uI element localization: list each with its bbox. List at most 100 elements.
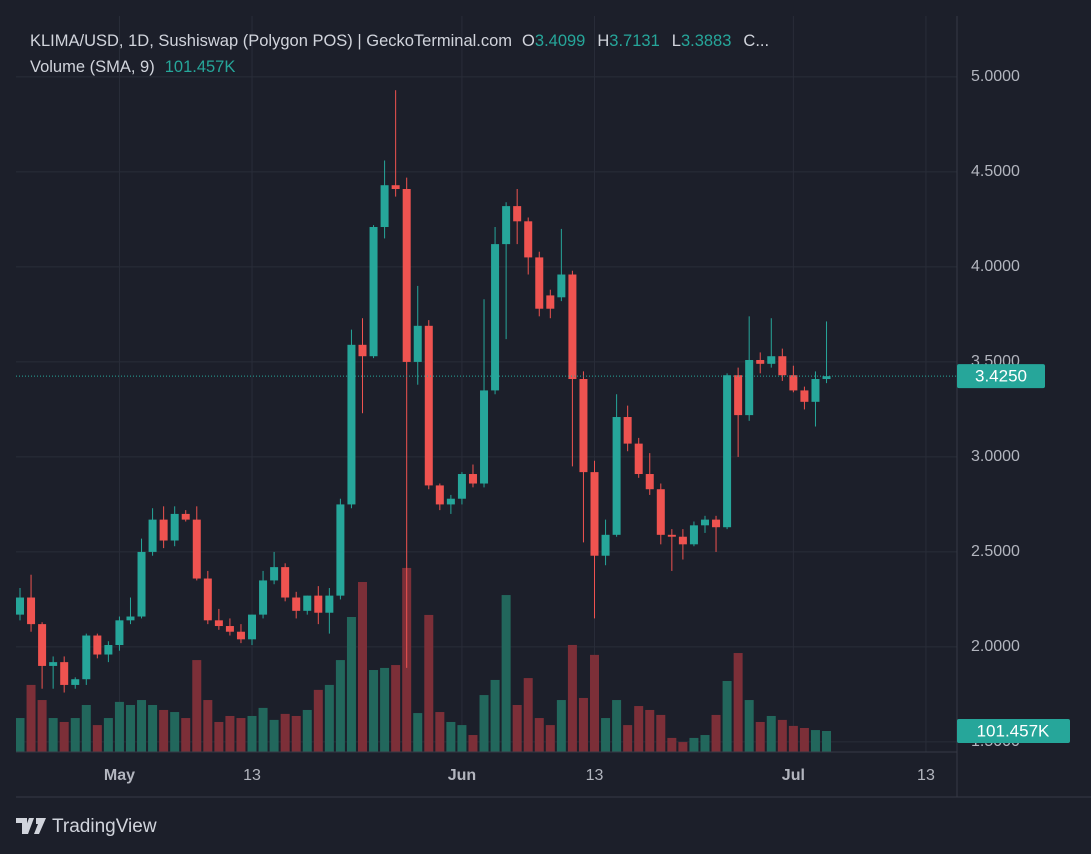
last-volume-box bbox=[957, 718, 1070, 743]
volume-bar bbox=[324, 684, 334, 752]
x-tick-label: 13 bbox=[243, 767, 261, 784]
x-tick-label: 13 bbox=[586, 767, 604, 784]
candle-body bbox=[590, 472, 599, 556]
candle-body bbox=[745, 360, 754, 416]
volume-bar bbox=[689, 737, 699, 752]
volume-bar bbox=[534, 718, 544, 752]
candle-body bbox=[336, 504, 345, 596]
volume-bar bbox=[755, 721, 765, 752]
candle-body bbox=[270, 567, 279, 581]
last-volume-label: 101.457K bbox=[977, 721, 1050, 740]
volume-bar bbox=[48, 718, 58, 752]
candle-body bbox=[314, 595, 323, 613]
volume-bar bbox=[788, 725, 798, 752]
axes: 1.50002.00002.50003.00003.50004.00004.50… bbox=[104, 68, 1070, 784]
candle-body bbox=[38, 624, 47, 666]
volume-bar bbox=[114, 701, 124, 752]
candle-body bbox=[535, 257, 544, 309]
last-price-label: 3.4250 bbox=[975, 367, 1027, 386]
x-tick-label: Jun bbox=[448, 767, 476, 784]
volume-bar bbox=[236, 718, 246, 752]
candle-body bbox=[137, 551, 146, 617]
candle-body bbox=[524, 221, 533, 258]
volume-bar bbox=[656, 714, 666, 752]
volume-bar bbox=[490, 679, 500, 752]
volume-bar bbox=[170, 712, 180, 752]
candle-body bbox=[579, 379, 588, 473]
volume-bar bbox=[678, 742, 688, 752]
y-tick-label: 2.5000 bbox=[971, 543, 1020, 560]
volume-legend: Volume (SMA, 9) 101.457K bbox=[30, 58, 235, 76]
candle-body bbox=[568, 274, 577, 380]
candle-body bbox=[800, 390, 809, 402]
candle-body bbox=[148, 519, 157, 552]
volume-bar bbox=[335, 660, 345, 752]
volume-bar bbox=[16, 718, 25, 752]
candle-body bbox=[71, 679, 80, 685]
candle-body bbox=[115, 620, 124, 646]
candle-body bbox=[358, 344, 367, 357]
candle-body bbox=[60, 662, 69, 685]
candle-body bbox=[236, 631, 245, 640]
candle-body bbox=[468, 474, 477, 484]
volume-bar bbox=[810, 730, 820, 752]
candle-body bbox=[623, 417, 632, 444]
volume-bar bbox=[501, 595, 511, 752]
y-tick-label: 5.0000 bbox=[971, 68, 1020, 85]
volume-bar bbox=[380, 667, 390, 752]
volume-bar bbox=[623, 725, 633, 752]
candle-body bbox=[225, 626, 234, 632]
volume-bar bbox=[590, 654, 600, 752]
candle-body bbox=[667, 534, 676, 537]
candle-body bbox=[712, 519, 721, 528]
candle-body bbox=[303, 595, 312, 611]
candle-body bbox=[767, 356, 776, 364]
x-tick-label: 13 bbox=[917, 767, 935, 784]
candle-body bbox=[214, 620, 223, 627]
candle-body bbox=[16, 597, 24, 615]
candle-body bbox=[656, 489, 665, 535]
volume-bar bbox=[291, 715, 301, 752]
plot-area bbox=[16, 90, 957, 752]
candle-body bbox=[700, 519, 709, 526]
volume-bar bbox=[148, 704, 158, 752]
candle-body bbox=[170, 513, 179, 541]
volume-bar bbox=[512, 704, 522, 752]
candle-body bbox=[402, 189, 411, 362]
brand-logo: TradingView bbox=[16, 816, 157, 837]
x-tick-label: May bbox=[104, 767, 135, 784]
legend-open: 3.4099 bbox=[535, 32, 585, 50]
candle-body bbox=[502, 206, 511, 245]
candle-body bbox=[292, 597, 301, 611]
candle-body bbox=[689, 525, 698, 545]
candle-body bbox=[104, 645, 113, 655]
y-tick-label: 4.5000 bbox=[971, 163, 1020, 180]
candle-body bbox=[822, 376, 831, 380]
volume-bar bbox=[556, 700, 566, 752]
candle-body bbox=[778, 356, 787, 376]
candle-body bbox=[734, 375, 743, 416]
volume-bar bbox=[81, 704, 91, 752]
volume-bar bbox=[26, 684, 36, 752]
candle-body bbox=[612, 417, 621, 535]
last-price-box bbox=[957, 364, 1045, 389]
legend-title: KLIMA/USD, 1D, Sushiswap (Polygon POS) |… bbox=[30, 32, 512, 50]
volume-bar bbox=[70, 718, 80, 752]
candle-body bbox=[259, 580, 268, 615]
candle-body bbox=[424, 325, 433, 486]
candle-body bbox=[93, 635, 102, 655]
volume-bar bbox=[612, 700, 622, 752]
brand-text: TradingView bbox=[52, 816, 157, 837]
volume-bar bbox=[446, 721, 456, 752]
candle-body bbox=[380, 185, 389, 228]
volume-bar bbox=[357, 582, 367, 752]
logo-icon bbox=[16, 818, 35, 834]
volume-bar bbox=[214, 721, 224, 752]
candle-body bbox=[181, 513, 190, 520]
candle-body bbox=[27, 597, 36, 625]
volume-bar bbox=[159, 709, 169, 752]
logo-icon-right bbox=[34, 818, 46, 834]
candle-body bbox=[446, 498, 455, 505]
volume-bar bbox=[634, 706, 644, 752]
